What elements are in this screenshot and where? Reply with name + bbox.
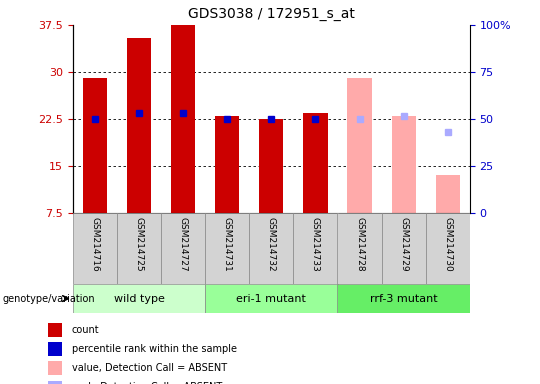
Text: value, Detection Call = ABSENT: value, Detection Call = ABSENT — [72, 363, 227, 373]
Text: count: count — [72, 325, 99, 335]
Bar — [259, 119, 284, 213]
Text: GSM214727: GSM214727 — [179, 217, 188, 271]
Text: genotype/variation: genotype/variation — [3, 293, 96, 304]
Bar — [83, 78, 107, 213]
Bar — [171, 25, 195, 213]
Text: wild type: wild type — [113, 293, 165, 304]
Bar — [338, 213, 382, 284]
Text: GSM214729: GSM214729 — [399, 217, 408, 271]
Text: percentile rank within the sample: percentile rank within the sample — [72, 344, 237, 354]
Bar — [392, 116, 416, 213]
Bar — [117, 213, 161, 284]
Bar — [426, 213, 470, 284]
Text: GSM214730: GSM214730 — [443, 217, 452, 271]
Title: GDS3038 / 172951_s_at: GDS3038 / 172951_s_at — [188, 7, 355, 21]
Bar — [436, 175, 460, 213]
Bar — [48, 381, 62, 384]
Bar — [161, 213, 205, 284]
Text: GSM214725: GSM214725 — [134, 217, 144, 271]
Bar — [73, 213, 117, 284]
Bar — [48, 323, 62, 337]
Bar — [303, 113, 328, 213]
Bar — [205, 284, 338, 313]
Text: GSM214716: GSM214716 — [91, 217, 99, 271]
Text: rrf-3 mutant: rrf-3 mutant — [370, 293, 437, 304]
Bar — [73, 284, 205, 313]
Text: GSM214732: GSM214732 — [267, 217, 276, 271]
Bar — [48, 361, 62, 375]
Bar — [338, 284, 470, 313]
Bar — [215, 116, 239, 213]
Bar — [249, 213, 293, 284]
Text: eri-1 mutant: eri-1 mutant — [237, 293, 306, 304]
Text: GSM214733: GSM214733 — [311, 217, 320, 271]
Text: GSM214728: GSM214728 — [355, 217, 364, 271]
Bar — [347, 78, 372, 213]
Bar — [293, 213, 338, 284]
Bar — [205, 213, 249, 284]
Bar — [382, 213, 426, 284]
Bar — [48, 342, 62, 356]
Text: rank, Detection Call = ABSENT: rank, Detection Call = ABSENT — [72, 382, 222, 384]
Text: GSM214731: GSM214731 — [223, 217, 232, 271]
Bar — [127, 38, 151, 213]
